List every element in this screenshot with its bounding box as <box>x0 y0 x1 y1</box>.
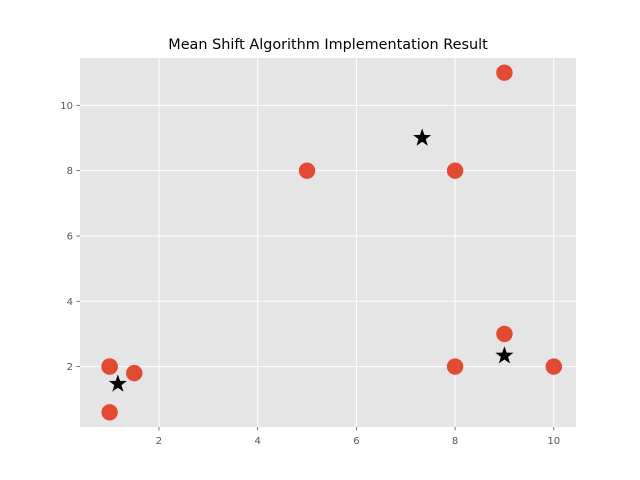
data-marks <box>101 64 562 421</box>
data-point <box>101 358 118 375</box>
x-tick-label: 10 <box>547 436 560 447</box>
x-tick-label: 2 <box>156 436 162 447</box>
data-point <box>126 364 143 382</box>
data-point <box>446 162 464 179</box>
y-tick-label: 2 <box>67 362 73 373</box>
y-tick-label: 4 <box>67 297 73 308</box>
data-point <box>496 64 513 81</box>
data-point <box>496 325 513 343</box>
y-tick-label: 10 <box>60 101 73 112</box>
cluster-center-star <box>495 346 514 364</box>
chart-title: Mean Shift Algorithm Implementation Resu… <box>168 37 488 53</box>
data-point <box>298 162 316 179</box>
axes: 2 4 6 8 10 2 4 6 8 10 <box>60 101 560 447</box>
data-point <box>101 404 118 421</box>
x-tick-label: 4 <box>254 436 260 447</box>
plot-background <box>80 58 576 427</box>
cluster-center-star <box>413 128 432 146</box>
y-tick-label: 8 <box>67 166 73 177</box>
y-tick-label: 6 <box>67 231 73 242</box>
cluster-center-star <box>108 374 127 392</box>
data-point <box>545 358 562 375</box>
grid <box>80 58 576 427</box>
x-tick-label: 6 <box>353 436 359 447</box>
x-tick-label: 8 <box>452 436 458 447</box>
data-point <box>446 358 464 375</box>
